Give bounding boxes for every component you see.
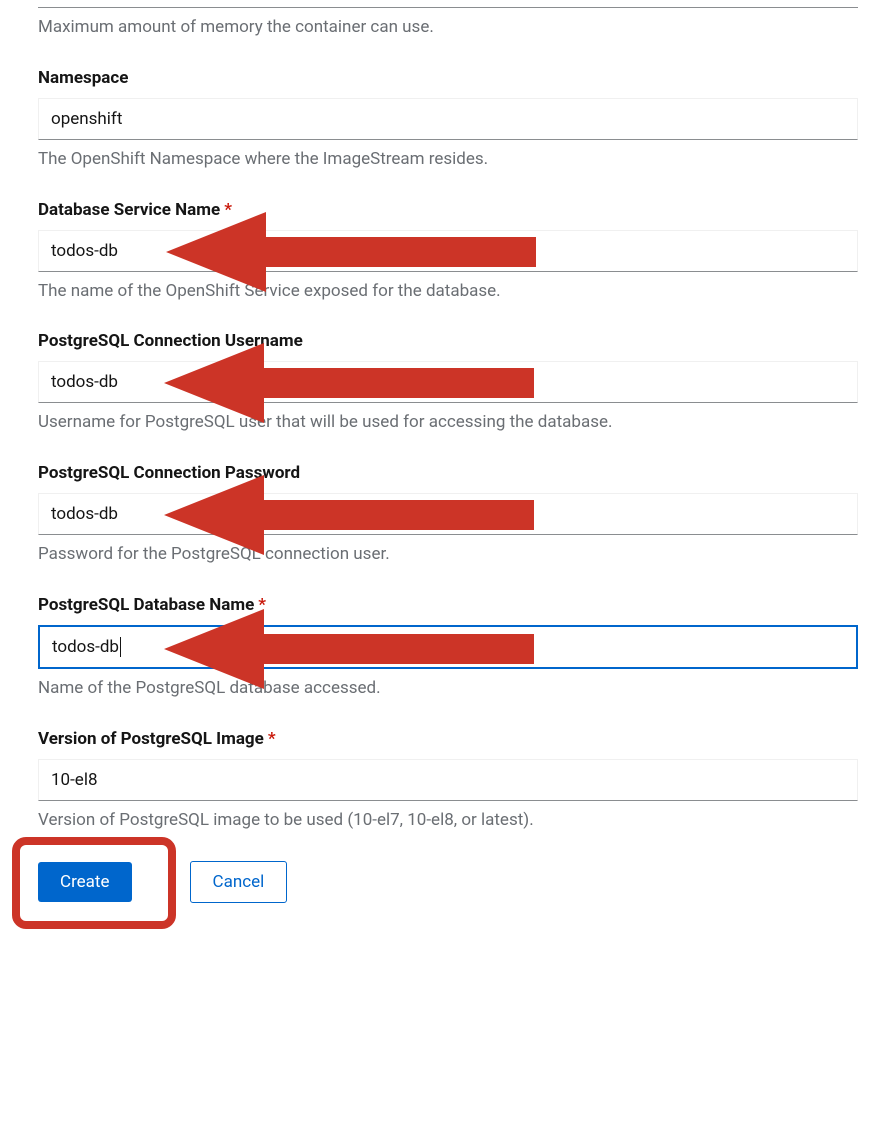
- memory-limit-help: Maximum amount of memory the container c…: [38, 16, 858, 40]
- db-service-name-label-text: Database Service Name: [38, 200, 220, 220]
- pg-db-name-label-text: PostgreSQL Database Name: [38, 595, 254, 615]
- memory-limit-input[interactable]: 512Mi: [38, 0, 858, 8]
- cancel-button[interactable]: Cancel: [190, 861, 288, 903]
- pg-password-help: Password for the PostgreSQL connection u…: [38, 543, 858, 567]
- pg-db-name-label: PostgreSQL Database Name*: [38, 595, 858, 615]
- pg-password-input[interactable]: [38, 493, 858, 535]
- button-row: Create Cancel: [38, 861, 858, 903]
- db-service-name-label: Database Service Name*: [38, 200, 858, 220]
- required-asterisk: *: [268, 729, 276, 749]
- namespace-label: Namespace: [38, 68, 858, 88]
- db-service-name-help: The name of the OpenShift Service expose…: [38, 280, 858, 304]
- pg-db-name-help: Name of the PostgreSQL database accessed…: [38, 677, 858, 701]
- memory-limit-value: 512Mi: [50, 0, 98, 3]
- pg-username-group: PostgreSQL Connection Username Username …: [38, 331, 858, 435]
- pg-username-help: Username for PostgreSQL user that will b…: [38, 411, 858, 435]
- pg-password-group: PostgreSQL Connection Password Password …: [38, 463, 858, 567]
- pg-db-name-group: PostgreSQL Database Name* todos-db Name …: [38, 595, 858, 701]
- pg-version-help: Version of PostgreSQL image to be used (…: [38, 809, 858, 833]
- create-button[interactable]: Create: [38, 862, 132, 902]
- pg-db-name-input[interactable]: todos-db: [38, 625, 858, 669]
- pg-version-input[interactable]: [38, 759, 858, 801]
- pg-username-input[interactable]: [38, 361, 858, 403]
- required-asterisk: *: [224, 200, 232, 220]
- pg-version-label: Version of PostgreSQL Image*: [38, 729, 858, 749]
- memory-limit-group: 512Mi Maximum amount of memory the conta…: [38, 0, 858, 40]
- db-service-name-input[interactable]: [38, 230, 858, 272]
- text-cursor-icon: [120, 637, 121, 657]
- required-asterisk: *: [258, 595, 266, 615]
- pg-password-label: PostgreSQL Connection Password: [38, 463, 858, 483]
- pg-version-label-text: Version of PostgreSQL Image: [38, 729, 264, 749]
- db-service-name-group: Database Service Name* The name of the O…: [38, 200, 858, 304]
- pg-version-group: Version of PostgreSQL Image* Version of …: [38, 729, 858, 833]
- namespace-group: Namespace The OpenShift Namespace where …: [38, 68, 858, 172]
- pg-username-label: PostgreSQL Connection Username: [38, 331, 858, 351]
- pg-db-name-value: todos-db: [52, 637, 119, 657]
- namespace-input[interactable]: [38, 98, 858, 140]
- namespace-help: The OpenShift Namespace where the ImageS…: [38, 148, 858, 172]
